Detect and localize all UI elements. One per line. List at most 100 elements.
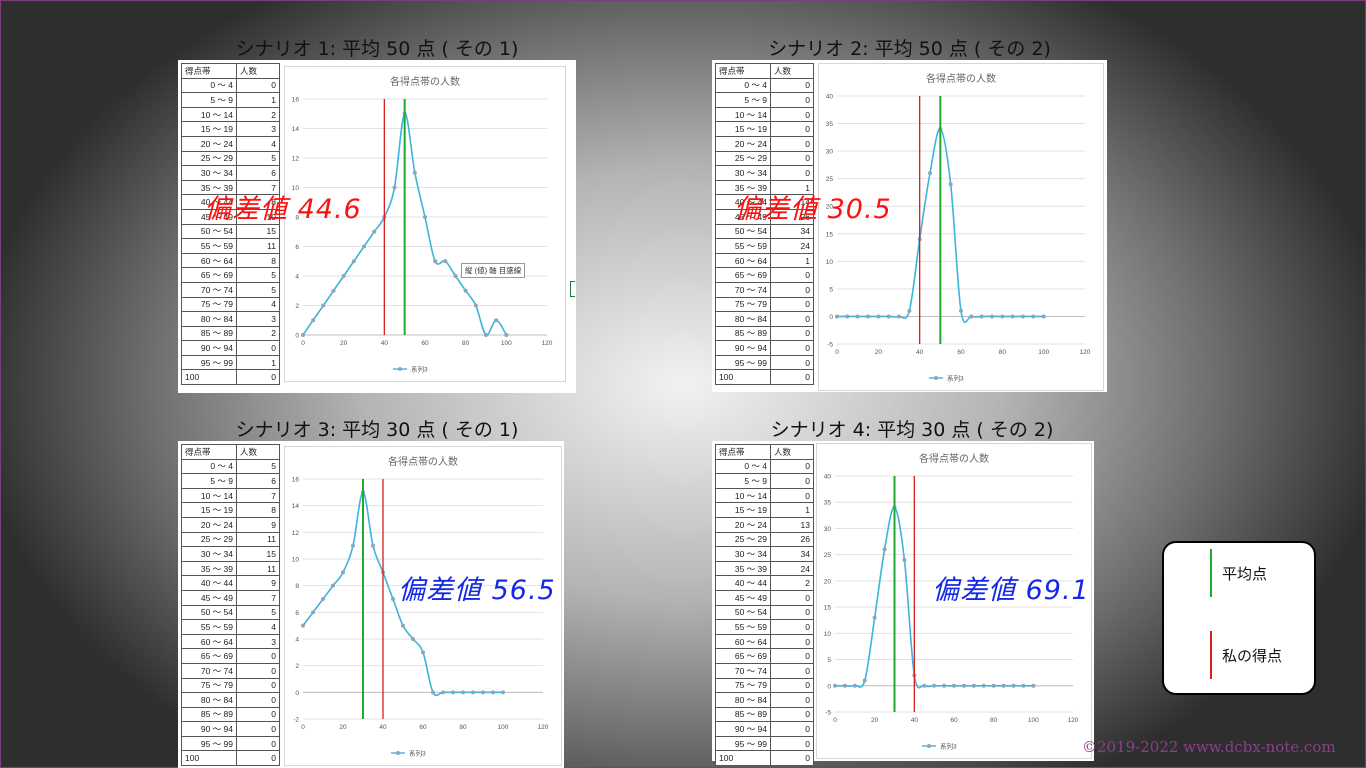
count-cell[interactable]: 9	[236, 575, 280, 591]
count-cell[interactable]: 0	[236, 721, 280, 737]
count-cell[interactable]: 4	[236, 135, 280, 152]
count-cell[interactable]: 5	[236, 150, 280, 167]
count-cell[interactable]: 34	[770, 546, 814, 562]
count-cell[interactable]: 0	[236, 77, 280, 94]
count-cell[interactable]: 2	[770, 575, 814, 591]
count-cell[interactable]: 0	[770, 589, 814, 606]
data-point	[443, 259, 448, 264]
count-cell[interactable]: 0	[770, 311, 814, 327]
count-cell[interactable]: 0	[770, 340, 814, 356]
count-cell[interactable]: 8	[236, 502, 280, 518]
count-cell[interactable]: 6	[236, 165, 280, 181]
count-cell[interactable]: 0	[236, 662, 280, 679]
count-cell[interactable]: 0	[770, 619, 814, 635]
count-cell[interactable]: 7	[236, 589, 280, 606]
count-cell[interactable]: 11	[236, 560, 280, 577]
count-cell[interactable]: 0	[770, 369, 814, 386]
count-cell[interactable]: 0	[770, 735, 814, 752]
count-cell[interactable]: 0	[236, 692, 280, 708]
count-cell[interactable]: 13	[770, 516, 814, 533]
count-cell[interactable]: 0	[236, 648, 280, 664]
count-cell[interactable]: 0	[770, 150, 814, 167]
x-tick-label: 40	[381, 340, 389, 347]
count-cell[interactable]: 0	[770, 165, 814, 181]
count-cell[interactable]: 1	[770, 502, 814, 518]
count-cell[interactable]: 1	[236, 354, 280, 371]
count-cell[interactable]: 1	[236, 92, 280, 108]
count-cell[interactable]: 0	[770, 354, 814, 371]
count-cell[interactable]: 24	[770, 238, 814, 254]
table-row: 20 ～ 24 13	[715, 516, 814, 533]
count-cell[interactable]: 11	[236, 531, 280, 548]
count-cell[interactable]: 0	[770, 648, 814, 664]
count-cell[interactable]: 0	[770, 473, 814, 489]
data-point	[981, 683, 986, 688]
count-cell[interactable]: 0	[770, 267, 814, 283]
count-cell[interactable]: 0	[236, 340, 280, 356]
score-range-cell: 30 ～ 34	[181, 165, 237, 181]
selection-handle[interactable]	[570, 281, 575, 297]
y-tick-label: 16	[292, 97, 300, 104]
count-cell[interactable]: 0	[236, 750, 280, 767]
count-cell[interactable]: 26	[770, 531, 814, 548]
count-cell[interactable]: 0	[236, 677, 280, 694]
count-cell[interactable]: 0	[236, 706, 280, 723]
count-cell[interactable]: 9	[236, 516, 280, 533]
count-cell[interactable]: 0	[770, 750, 814, 767]
data-point	[882, 547, 887, 552]
count-cell[interactable]: 0	[770, 325, 814, 342]
count-cell[interactable]: 0	[236, 369, 280, 386]
count-cell[interactable]: 2	[236, 325, 280, 342]
y-tick-label: 4	[295, 274, 299, 281]
table-row: 40 ～ 44 14	[715, 194, 814, 210]
count-cell[interactable]: 0	[770, 106, 814, 123]
count-cell[interactable]: 0	[770, 487, 814, 504]
legend-label: 系列3	[947, 374, 964, 383]
count-cell[interactable]: 0	[770, 135, 814, 152]
score-range-cell: 10 ～ 14	[181, 487, 237, 504]
count-cell[interactable]: 1	[770, 252, 814, 269]
count-cell[interactable]: 15	[236, 546, 280, 562]
count-cell[interactable]: 6	[236, 473, 280, 489]
data-point	[501, 690, 505, 695]
count-cell[interactable]: 4	[236, 619, 280, 635]
table-row: 50 ～ 54 5	[181, 604, 280, 621]
count-cell[interactable]: 11	[236, 238, 280, 254]
count-cell[interactable]: 15	[236, 223, 280, 240]
count-cell[interactable]: 7	[236, 487, 280, 504]
data-point	[331, 288, 336, 293]
count-cell[interactable]: 5	[236, 281, 280, 298]
count-cell[interactable]: 0	[770, 92, 814, 108]
count-cell[interactable]: 0	[770, 281, 814, 298]
count-cell[interactable]: 0	[770, 706, 814, 723]
count-cell[interactable]: 0	[770, 662, 814, 679]
count-cell[interactable]: 0	[770, 458, 814, 475]
count-cell[interactable]: 3	[236, 121, 280, 137]
count-cell[interactable]: 3	[236, 633, 280, 650]
y-tick-label: 10	[824, 631, 832, 638]
count-cell[interactable]: 0	[770, 633, 814, 650]
score-range-cell: 40 ～ 44	[715, 575, 771, 591]
count-cell[interactable]: 0	[770, 721, 814, 737]
count-cell[interactable]: 5	[236, 267, 280, 283]
table-row: 60 ～ 64 1	[715, 252, 814, 269]
count-cell[interactable]: 8	[236, 252, 280, 269]
data-point	[948, 182, 953, 187]
count-cell[interactable]: 2	[236, 106, 280, 123]
count-cell[interactable]: 0	[770, 692, 814, 708]
count-cell[interactable]: 0	[236, 735, 280, 752]
table-header-cell: 人数	[770, 444, 814, 460]
count-cell[interactable]: 5	[236, 458, 280, 475]
x-tick-label: 20	[875, 349, 883, 356]
count-cell[interactable]: 24	[770, 560, 814, 577]
count-cell[interactable]: 34	[770, 223, 814, 240]
count-cell[interactable]: 0	[770, 604, 814, 621]
score-range-cell: 0 ～ 4	[181, 77, 237, 94]
count-cell[interactable]: 0	[770, 77, 814, 94]
count-cell[interactable]: 4	[236, 296, 280, 313]
count-cell[interactable]: 0	[770, 121, 814, 137]
count-cell[interactable]: 5	[236, 604, 280, 621]
count-cell[interactable]: 3	[236, 311, 280, 327]
count-cell[interactable]: 0	[770, 296, 814, 313]
count-cell[interactable]: 0	[770, 677, 814, 694]
